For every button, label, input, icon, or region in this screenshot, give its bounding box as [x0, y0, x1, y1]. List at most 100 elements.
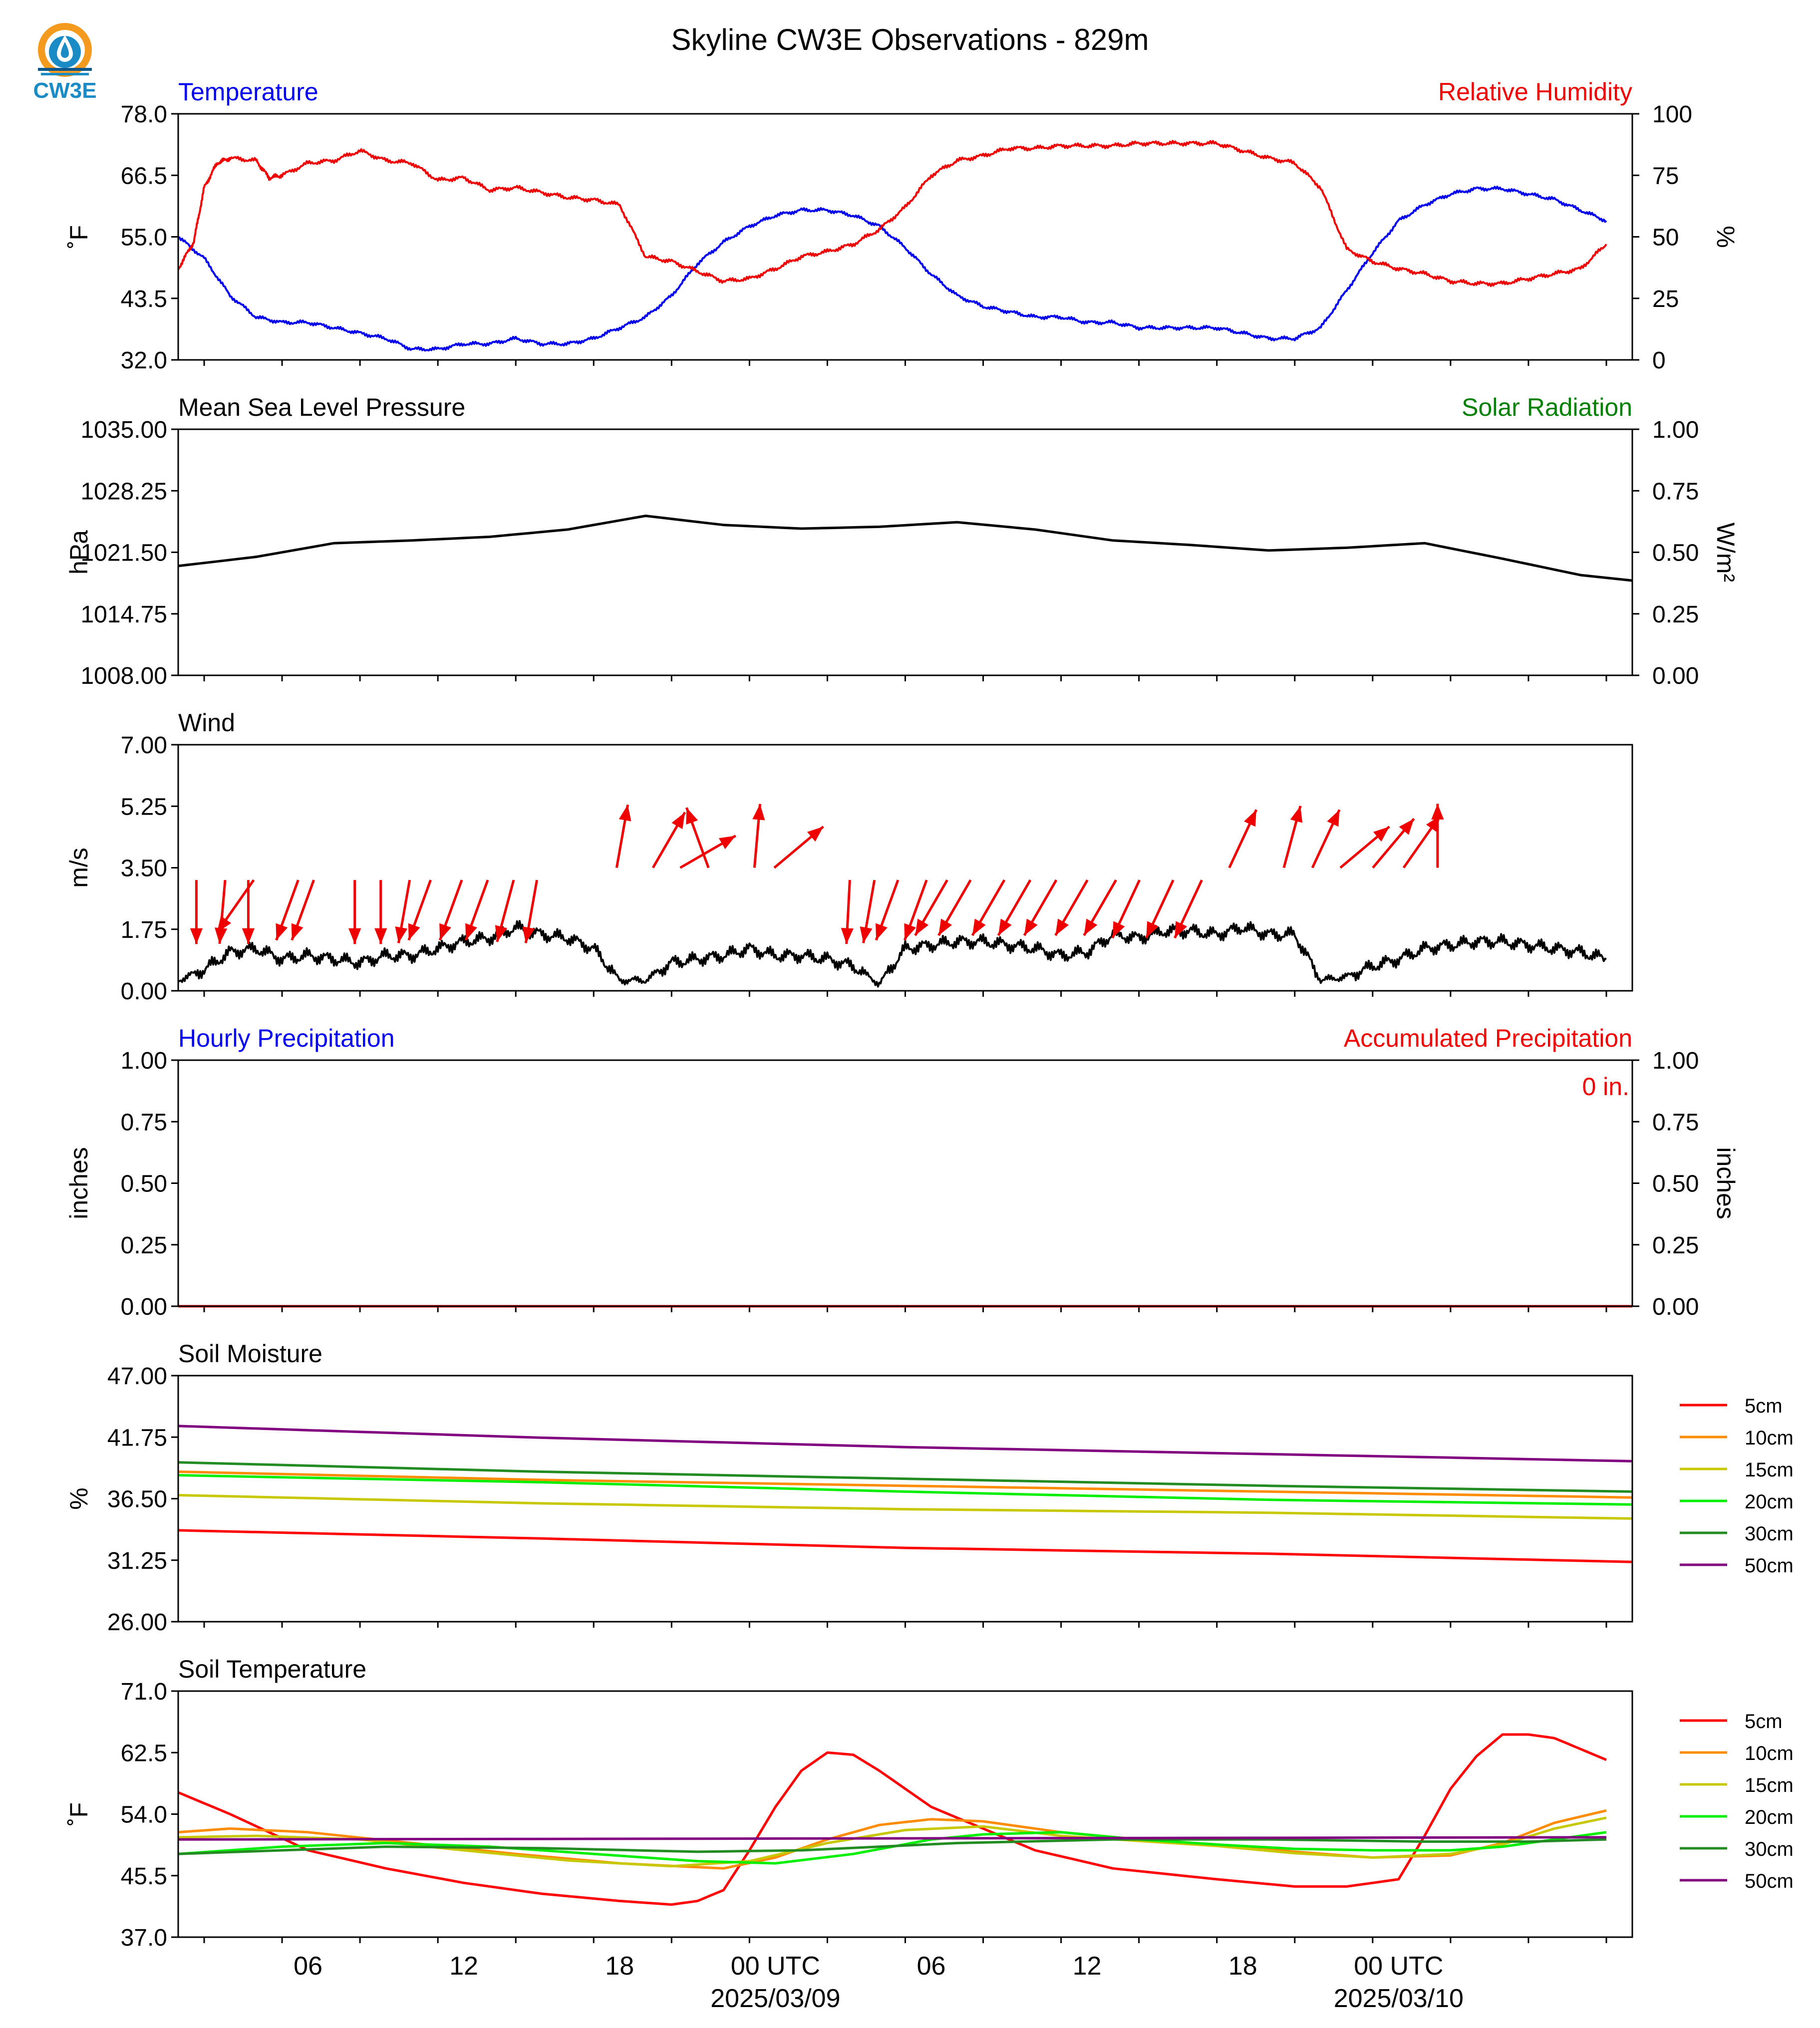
legend-label: 5cm: [1745, 1711, 1783, 1733]
y-tick-label: 0.75: [121, 1109, 167, 1136]
wind-arrow-head: [1112, 921, 1125, 938]
wind-arrow: [1174, 879, 1203, 939]
wind-arrow: [860, 879, 876, 943]
wind-arrow-head: [1244, 810, 1256, 827]
y-tick-label: 37.0: [121, 1925, 167, 1951]
y-tick-label: 0.50: [121, 1171, 167, 1197]
wind-arrow-head: [276, 923, 288, 940]
legend-label: 20cm: [1745, 1491, 1794, 1513]
wind-arrow: [407, 879, 432, 941]
legend-item: 5cm: [1680, 1395, 1783, 1417]
wind-arrow: [438, 879, 463, 941]
wind-arrow-head: [217, 916, 232, 933]
y-tick-label: 54.0: [121, 1802, 167, 1828]
y2-axis-label: %: [1712, 226, 1740, 248]
y-tick-label: 45.5: [121, 1863, 167, 1890]
x-tick-label: 18: [1228, 1952, 1257, 1981]
panels: Temperature Relative Humidity 32.0 43.5 55.0…: [65, 78, 1794, 2013]
wind-arrow: [875, 879, 900, 941]
legend-item: 10cm: [1680, 1427, 1794, 1449]
wind-arrow-head: [938, 918, 952, 936]
wind-arrow: [1111, 879, 1141, 939]
wind-arrow-head: [915, 918, 929, 936]
wind-arrow: [841, 880, 854, 944]
wind-arrow-head: [242, 928, 255, 944]
y-tick-label: 78.0: [121, 101, 167, 128]
x-date-label: 2025/03/10: [1334, 1984, 1464, 2013]
y2-tick-label: 0.50: [1652, 540, 1699, 567]
wind-arrow-head: [1084, 918, 1098, 936]
y-tick-label: 32.0: [121, 347, 167, 374]
wind-arrow-head: [1399, 819, 1414, 835]
y2-tick-label: 0.00: [1652, 1294, 1699, 1320]
series-line-5cm: [178, 1529, 1633, 1563]
wind-arrow: [1083, 879, 1117, 936]
panel-frame: [177, 1375, 1633, 1623]
wind-arrow: [971, 879, 1006, 936]
legend-item: 20cm: [1680, 1491, 1794, 1513]
wind-arrow: [291, 879, 315, 941]
wind-arrow: [773, 826, 824, 869]
legend-label: 50cm: [1745, 1870, 1794, 1892]
panel-title-right: Solar Radiation: [1462, 393, 1632, 421]
y-tick-label: 3.50: [121, 856, 167, 882]
y-axis-label: m/s: [65, 848, 93, 888]
x-tick-label: 12: [449, 1952, 478, 1981]
y-axis-label: %: [65, 1487, 93, 1509]
panel-title-left: Mean Sea Level Pressure: [178, 393, 465, 421]
wind-arrow: [1054, 879, 1089, 936]
wind-arrow-head: [348, 928, 361, 944]
wind-arrow: [937, 879, 972, 936]
wind-arrow: [190, 880, 203, 944]
wind-arrow-head: [686, 808, 698, 825]
y-tick-label: 0.00: [121, 1294, 167, 1320]
wind-arrow-head: [841, 927, 854, 944]
legend-item: 15cm: [1680, 1459, 1794, 1481]
panel-soil_moisture: Soil Moisture 26.00 31.25 36.50 41.75 47.00% 5…: [65, 1340, 1794, 1636]
wind-arrow-head: [291, 923, 303, 940]
series-line-15cm: [178, 1494, 1633, 1520]
panel-frame: [177, 428, 1633, 676]
wind-arrow: [1282, 806, 1303, 869]
y-tick-label: 26.00: [107, 1609, 167, 1636]
series-line: [177, 140, 1607, 288]
wind-arrow: [685, 807, 710, 869]
legend-label: 15cm: [1745, 1774, 1794, 1796]
legend-label: 30cm: [1745, 1838, 1794, 1860]
legend-label: 20cm: [1745, 1806, 1794, 1828]
wind-arrow-head: [719, 836, 736, 850]
y-tick-label: 43.5: [121, 286, 167, 312]
series-line-5cm: [178, 1733, 1607, 1906]
wind-arrow-head: [190, 928, 203, 944]
x-date-label: 2025/03/09: [710, 1984, 840, 2013]
wind-arrow-head: [465, 923, 477, 940]
wind-arrow-head: [1373, 827, 1390, 842]
accumulated-total-label: 0 in.: [1582, 1073, 1629, 1101]
wind-arrow: [348, 880, 361, 944]
series-line-15cm: [178, 1816, 1607, 1868]
wind-arrow-head: [1327, 810, 1340, 827]
wind-arrow-head: [1290, 806, 1303, 823]
wind-arrow: [395, 879, 411, 943]
legend-label: 15cm: [1745, 1459, 1794, 1481]
x-tick-label: 12: [1073, 1952, 1102, 1981]
wind-arrow: [615, 804, 631, 868]
panel-title-left: Temperature: [178, 78, 318, 106]
series-line-50cm: [178, 1836, 1607, 1841]
y2-tick-label: 0.25: [1652, 601, 1699, 628]
y-axis-label: ˚F: [65, 225, 93, 249]
y-tick-label: 47.00: [107, 1363, 167, 1390]
x-tick-label: 00 UTC: [1354, 1952, 1443, 1981]
legend-item: 30cm: [1680, 1523, 1794, 1545]
x-tick-label: 06: [294, 1952, 322, 1981]
series-line-30cm: [178, 1838, 1607, 1855]
wind-arrow-head: [1146, 921, 1159, 938]
panel-frame: [177, 113, 1633, 361]
wind-arrow-head: [374, 928, 387, 944]
wind-arrow-head: [522, 926, 535, 943]
legend-item: 15cm: [1680, 1774, 1794, 1796]
y-tick-label: 62.5: [121, 1740, 167, 1766]
wind-arrow: [495, 879, 515, 942]
y-tick-label: 71.0: [121, 1679, 167, 1705]
wind-arrow-head: [752, 804, 765, 821]
